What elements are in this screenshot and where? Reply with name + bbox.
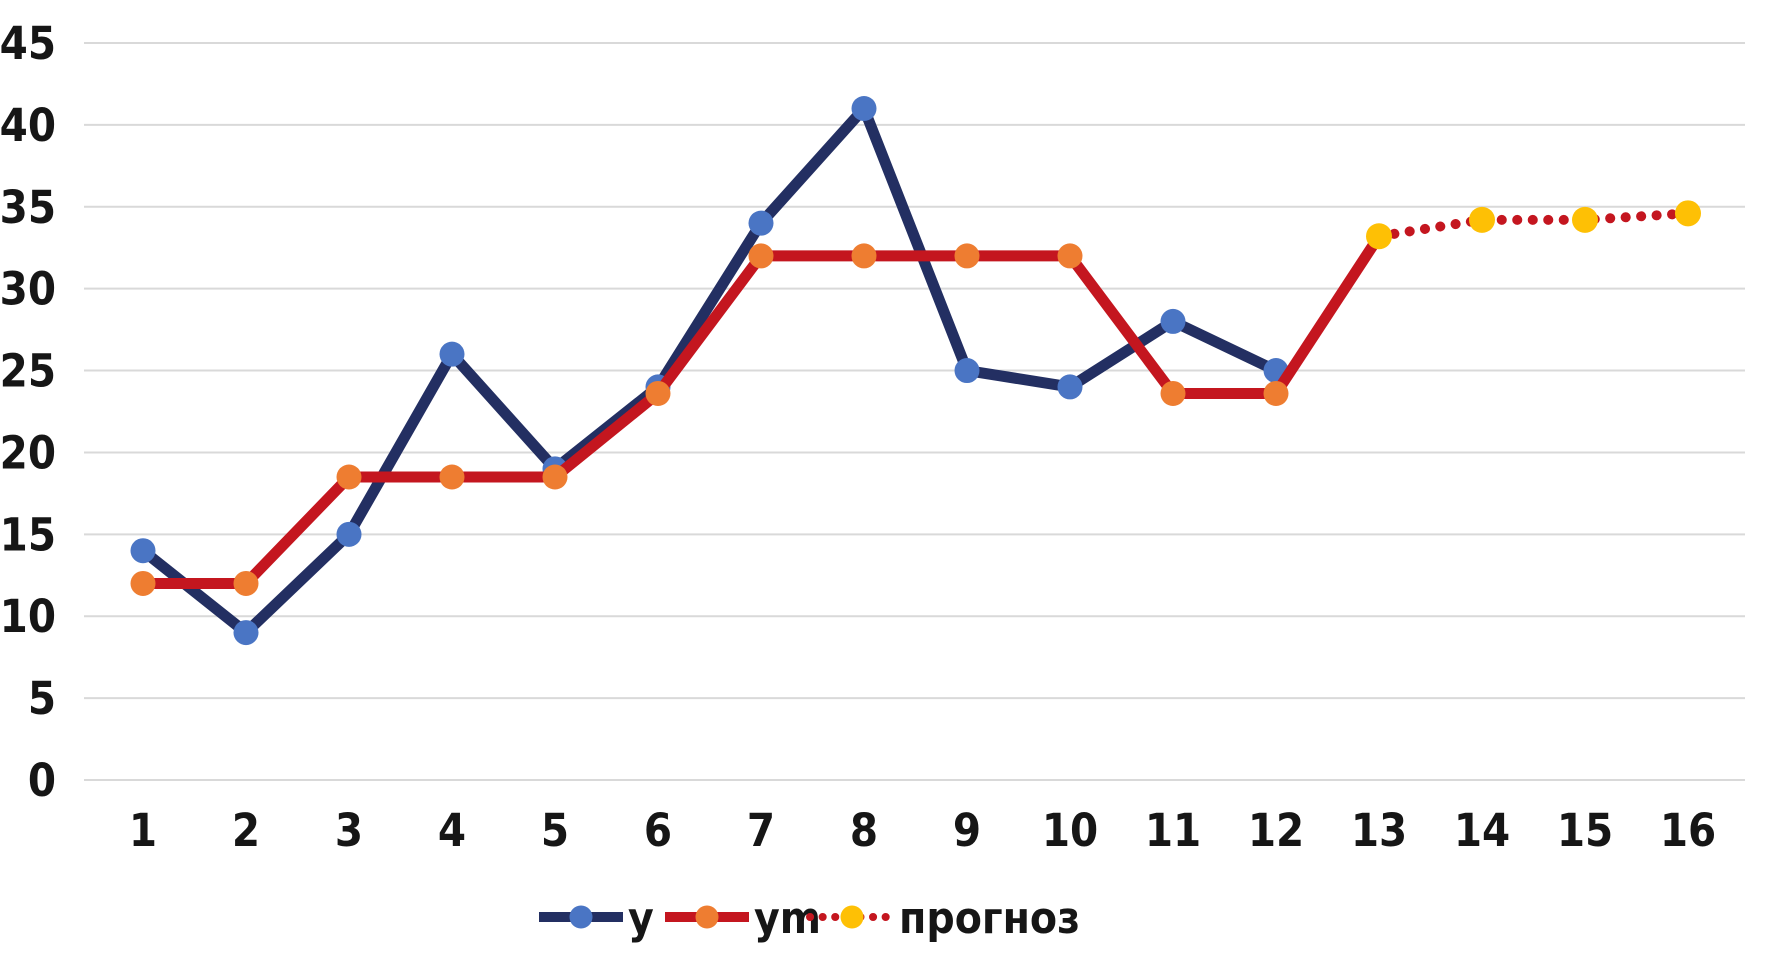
marker-ym-x12	[1263, 380, 1289, 406]
x-axis-tick-12: 12	[1248, 804, 1304, 857]
legend-marker-y	[569, 905, 593, 929]
marker-ym-x7	[748, 243, 774, 269]
marker-прогноз-x14	[1469, 206, 1495, 233]
x-axis-tick-14: 14	[1454, 804, 1510, 857]
marker-ym-x3	[336, 464, 362, 490]
marker-прогноз-x15	[1572, 206, 1598, 233]
x-axis-tick-6: 6	[644, 804, 672, 857]
x-axis-tick-2: 2	[232, 804, 260, 857]
legend-marker-прогноз	[840, 905, 864, 929]
legend-label-y: y	[628, 893, 654, 944]
y-axis-tick-10: 10	[0, 590, 56, 643]
x-axis-tick-9: 9	[953, 804, 981, 857]
x-axis-tick-11: 11	[1145, 804, 1201, 857]
x-axis-tick-4: 4	[438, 804, 466, 857]
y-axis-tick-35: 35	[0, 181, 56, 234]
marker-ym-x11	[1160, 380, 1186, 406]
marker-y-x10	[1057, 374, 1083, 400]
marker-прогноз-x16	[1675, 200, 1701, 227]
y-axis-tick-5: 5	[28, 672, 56, 725]
y-axis-tick-40: 40	[0, 99, 56, 152]
marker-ym-x10	[1057, 243, 1083, 269]
marker-ym-x8	[851, 243, 877, 269]
marker-ym-x9	[954, 243, 980, 269]
marker-ym-x6	[645, 380, 671, 406]
x-axis-tick-10: 10	[1042, 804, 1098, 857]
y-axis-tick-15: 15	[0, 508, 56, 561]
marker-y-x8	[851, 96, 877, 122]
marker-y-x4	[439, 341, 465, 367]
marker-y-x2	[233, 620, 259, 646]
x-axis-tick-8: 8	[850, 804, 878, 857]
marker-ym-x1	[130, 570, 156, 596]
legend-label-прогноз: прогноз	[899, 893, 1080, 944]
marker-y-x3	[336, 521, 362, 547]
y-axis-tick-30: 30	[0, 263, 56, 316]
x-axis-tick-5: 5	[541, 804, 569, 857]
y-axis-tick-45: 45	[0, 17, 56, 70]
series-line-прогноз	[1374, 208, 1693, 242]
y-axis-tick-20: 20	[0, 426, 56, 479]
legend-marker-ym	[695, 905, 719, 929]
x-axis-tick-7: 7	[747, 804, 775, 857]
x-axis-tick-15: 15	[1557, 804, 1613, 857]
marker-y-x11	[1160, 308, 1186, 334]
y-axis-tick-0: 0	[28, 754, 56, 807]
marker-ym-x5	[542, 464, 568, 490]
x-axis-tick-13: 13	[1351, 804, 1407, 857]
x-axis-tick-1: 1	[129, 804, 157, 857]
y-axis-tick-25: 25	[0, 345, 56, 398]
marker-прогноз-x13	[1366, 223, 1392, 250]
marker-y-x7	[748, 210, 774, 236]
series-line-y	[139, 103, 1279, 639]
marker-ym-x4	[439, 464, 465, 490]
marker-y-x9	[954, 358, 980, 384]
marker-ym-x2	[233, 570, 259, 596]
x-axis-tick-16: 16	[1660, 804, 1716, 857]
marker-y-x1	[130, 538, 156, 564]
x-axis-tick-3: 3	[335, 804, 363, 857]
